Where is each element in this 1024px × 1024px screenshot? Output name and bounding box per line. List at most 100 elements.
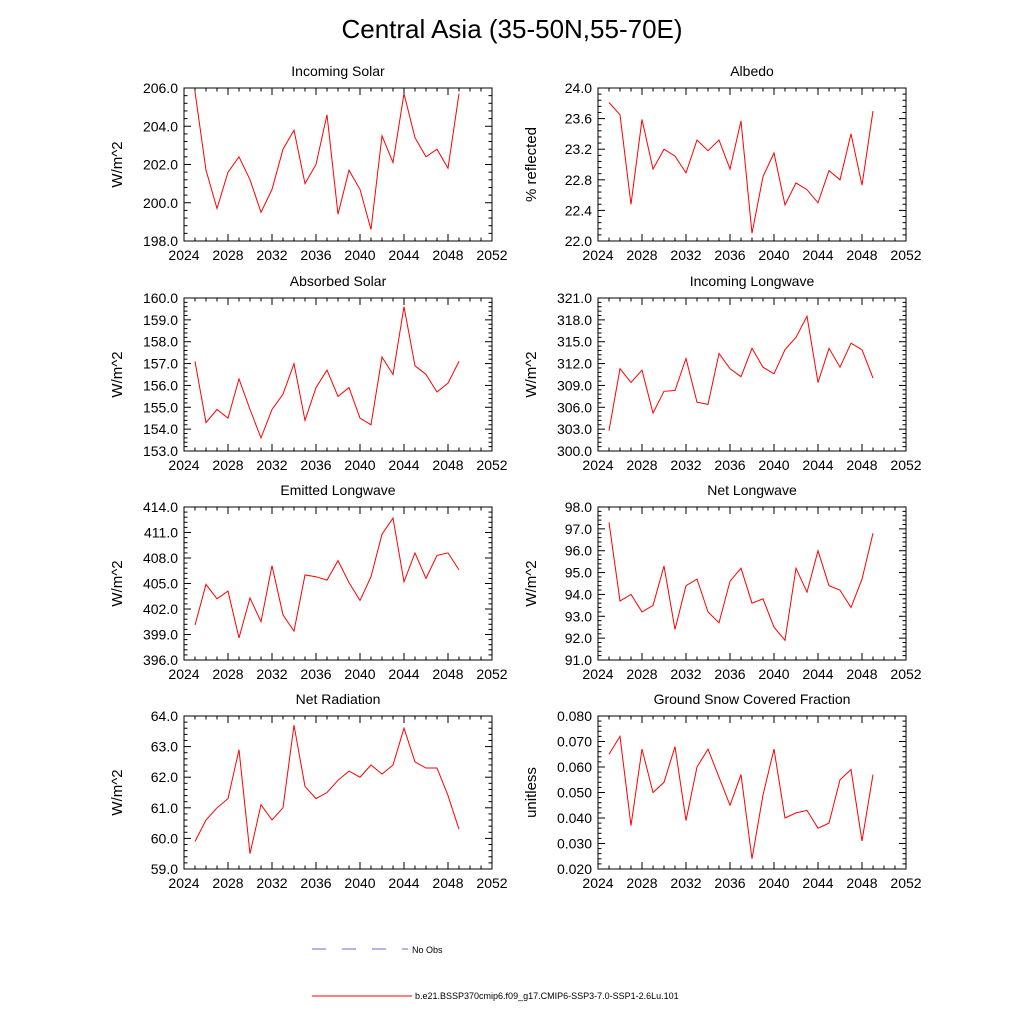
y-tick-label: 98.0 [565, 499, 592, 515]
y-tick-label: 321.0 [557, 290, 592, 306]
x-tick-label: 2036 [714, 666, 745, 682]
x-tick-label: 2052 [890, 666, 921, 682]
y-tick-label: 94.0 [565, 586, 592, 602]
x-tick-label: 2044 [802, 247, 833, 263]
y-tick-label: 202.0 [143, 157, 178, 173]
plot-frame [597, 87, 907, 242]
x-tick-label: 2048 [432, 247, 463, 263]
x-tick-label: 2024 [168, 875, 199, 891]
y-tick-label: 155.0 [143, 399, 178, 415]
y-tick-label: 22.0 [565, 233, 592, 249]
x-tick-label: 2032 [256, 875, 287, 891]
y-tick-label: 59.0 [151, 861, 178, 877]
x-tick-label: 2032 [256, 457, 287, 473]
y-tick-label: 61.0 [151, 800, 178, 816]
y-tick-label: 153.0 [143, 443, 178, 459]
y-tick-label: 156.0 [143, 377, 178, 393]
y-tick-label: 396.0 [143, 652, 178, 668]
panel-title: Net Longwave [707, 482, 797, 498]
x-tick-label: 2048 [846, 666, 877, 682]
x-tick-label: 2044 [388, 875, 419, 891]
x-tick-label: 2040 [758, 457, 789, 473]
y-tick-label: 318.0 [557, 312, 592, 328]
series-line [194, 91, 460, 230]
x-tick-label: 2052 [890, 457, 921, 473]
y-tick-label: 23.2 [565, 141, 592, 157]
y-tick-label: 0.020 [557, 861, 592, 877]
x-tick-label: 2032 [256, 247, 287, 263]
x-tick-label: 2024 [582, 457, 613, 473]
y-tick-label: 159.0 [143, 312, 178, 328]
x-tick-label: 2052 [476, 457, 507, 473]
series-line [608, 102, 874, 234]
x-tick-label: 2036 [714, 875, 745, 891]
y-tick-label: 95.0 [565, 565, 592, 581]
x-tick-label: 2024 [168, 247, 199, 263]
x-tick-label: 2032 [670, 666, 701, 682]
x-tick-label: 2044 [388, 666, 419, 682]
x-tick-label: 2044 [388, 247, 419, 263]
panel-title: Albedo [730, 63, 774, 79]
x-tick-label: 2024 [168, 666, 199, 682]
x-tick-label: 2028 [212, 247, 243, 263]
y-tick-label: 63.0 [151, 739, 178, 755]
plot-frame [183, 297, 493, 452]
plot-frame [183, 506, 493, 661]
y-tick-label: 200.0 [143, 195, 178, 211]
legend: No Obs b.e21.BSSP370cmip6.f09_g17.CMIP6-S… [312, 945, 679, 1001]
panel-title: Absorbed Solar [290, 273, 387, 289]
x-tick-label: 2048 [846, 457, 877, 473]
plot-frame [597, 715, 907, 870]
panel-albedo: Albedo % reflected 2024 2028 2032 2036 2040 204… [523, 63, 922, 263]
x-tick-label: 2052 [476, 875, 507, 891]
x-tick-label: 2036 [300, 457, 331, 473]
y-tick-label: 93.0 [565, 608, 592, 624]
plot-frame [597, 297, 907, 452]
panel-title: Emitted Longwave [280, 482, 395, 498]
x-tick-label: 2024 [582, 875, 613, 891]
x-tick-label: 2040 [344, 247, 375, 263]
y-tick-label: 60.0 [151, 830, 178, 846]
y-tick-label: 97.0 [565, 521, 592, 537]
panel-title: Net Radiation [296, 691, 381, 707]
x-tick-label: 2040 [344, 457, 375, 473]
y-tick-label: 408.0 [143, 550, 178, 566]
y-tick-label: 198.0 [143, 233, 178, 249]
figure-title: Central Asia (35-50N,55-70E) [341, 14, 683, 44]
y-tick-label: 22.8 [565, 172, 592, 188]
series-line [608, 734, 874, 859]
y-tick-label: 158.0 [143, 334, 178, 350]
x-tick-label: 2048 [846, 247, 877, 263]
y-tick-label: 309.0 [557, 377, 592, 393]
panel-title: Ground Snow Covered Fraction [654, 691, 851, 707]
plot-frame [183, 715, 493, 870]
x-tick-label: 2036 [300, 247, 331, 263]
x-tick-label: 2052 [476, 666, 507, 682]
x-tick-label: 2040 [344, 666, 375, 682]
panel-net-longwave: Net Longwave W/m^2 2024 2028 2032 2036 2040 204… [523, 482, 922, 682]
x-tick-label: 2028 [626, 247, 657, 263]
x-tick-label: 2044 [802, 875, 833, 891]
series-line [194, 725, 460, 854]
y-tick-label: 300.0 [557, 443, 592, 459]
series-line [608, 522, 874, 642]
y-axis-label: W/m^2 [109, 351, 126, 397]
y-tick-label: 411.0 [144, 525, 178, 541]
x-tick-label: 2052 [476, 247, 507, 263]
y-tick-label: 154.0 [143, 421, 178, 437]
y-tick-label: 160.0 [143, 290, 178, 306]
y-tick-label: 312.0 [557, 356, 592, 372]
x-tick-label: 2024 [168, 457, 199, 473]
panel-incoming-solar: Incoming Solar W/m^2 2024 2028 2032 2036 2040 2… [109, 63, 508, 263]
y-axis-label: W/m^2 [523, 560, 540, 606]
y-axis-label: W/m^2 [523, 351, 540, 397]
x-tick-label: 2024 [582, 247, 613, 263]
panel-net-radiation: Net Radiation W/m^2 2024 2028 2032 2036 2040 20… [109, 691, 508, 891]
y-tick-label: 23.6 [565, 111, 592, 127]
y-axis-label: % reflected [523, 127, 540, 202]
series-line [194, 516, 460, 639]
y-axis-label: W/m^2 [109, 141, 126, 187]
x-tick-label: 2048 [846, 875, 877, 891]
panel-title: Incoming Longwave [690, 273, 815, 289]
